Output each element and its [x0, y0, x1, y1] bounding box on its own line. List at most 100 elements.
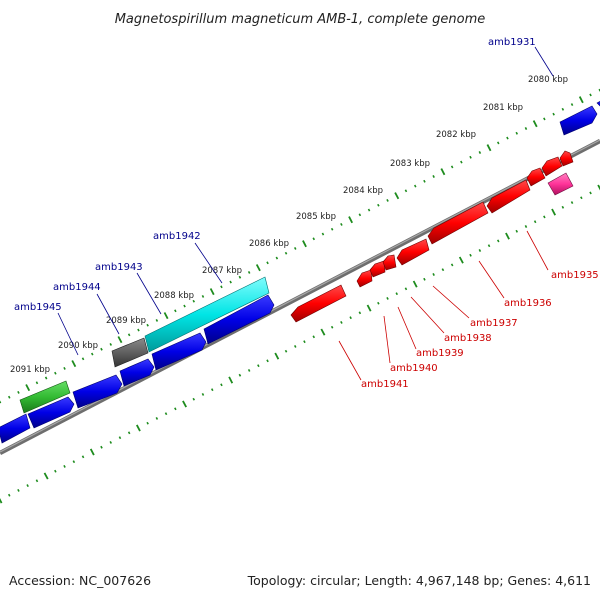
gene-red-1940[interactable] — [356, 269, 373, 288]
ruler-minor-tick — [460, 160, 463, 164]
ruler-minor-tick — [524, 127, 528, 130]
ruler-minor-tick — [515, 229, 519, 233]
ruler-minor-tick — [155, 417, 159, 420]
ruler-minor-tick — [340, 223, 343, 226]
ruler-major-tick — [486, 144, 492, 152]
ruler-minor-tick — [570, 201, 574, 204]
ruler-minor-tick — [44, 376, 48, 380]
ruler-minor-tick — [386, 199, 389, 202]
ruler-minor-tick — [423, 179, 426, 183]
gene-red-b[interactable] — [541, 156, 563, 177]
ruler-minor-tick — [81, 455, 85, 459]
gene-blue-8[interactable] — [596, 99, 600, 110]
kbp-label: 2087 kbp — [202, 266, 242, 276]
ruler-minor-tick — [312, 335, 316, 339]
inner-ruler — [0, 184, 600, 504]
ruler-minor-tick — [257, 364, 260, 368]
gene-blue-4[interactable] — [119, 358, 155, 387]
ruler-minor-tick — [293, 247, 297, 250]
backbone — [0, 139, 600, 455]
gene-blue-2[interactable] — [27, 396, 75, 429]
kbp-label: 2085 kbp — [296, 212, 336, 222]
outer-ruler — [0, 88, 600, 404]
ruler-minor-tick — [220, 285, 223, 289]
gene-red-1941[interactable] — [290, 284, 347, 323]
ruler-minor-tick — [247, 369, 251, 372]
ruler-minor-tick — [109, 441, 113, 444]
gene-label-amb1937[interactable]: amb1937 — [470, 318, 518, 329]
ruler-major-tick — [348, 216, 353, 224]
gene-label-amb1943[interactable]: amb1943 — [95, 262, 143, 273]
ruler-minor-tick — [478, 151, 482, 154]
accession-text: Accession: NC_007626 — [9, 573, 151, 588]
ruler-minor-tick — [358, 311, 362, 315]
ruler-minor-tick — [35, 479, 39, 483]
ruler-major-tick — [43, 472, 49, 480]
gene-cyan[interactable] — [144, 276, 270, 353]
gene-blue-3[interactable] — [72, 374, 123, 409]
gene-gray[interactable] — [111, 337, 149, 368]
gene-label-amb1945[interactable]: amb1945 — [14, 302, 62, 313]
ruler-minor-tick — [146, 323, 149, 327]
kbp-label: 2088 kbp — [154, 291, 194, 301]
ruler-major-tick — [394, 192, 400, 200]
gene-red-a[interactable] — [526, 167, 546, 187]
ruler-major-tick — [182, 400, 187, 408]
gene-label-amb1941[interactable]: amb1941 — [361, 379, 409, 390]
ruler-minor-tick — [118, 436, 122, 440]
gene-red-1938[interactable] — [382, 254, 397, 271]
ruler-minor-tick — [377, 203, 380, 207]
ruler-minor-tick — [100, 347, 103, 351]
ruler-minor-tick — [432, 273, 435, 276]
ruler-minor-tick — [238, 275, 242, 279]
gene-label-amb1940[interactable]: amb1940 — [390, 363, 438, 374]
ruler-major-tick — [71, 360, 77, 368]
reverse-genes — [290, 150, 574, 323]
ruler-minor-tick — [127, 431, 131, 435]
gene-pink[interactable] — [547, 172, 574, 196]
kbp-label: 2089 kbp — [106, 316, 146, 326]
gene-red-c[interactable] — [559, 150, 574, 167]
ruler-minor-tick — [0, 400, 2, 404]
ruler-minor-tick — [229, 280, 232, 284]
ruler-major-tick — [89, 448, 95, 456]
gene-label-amb1936[interactable]: amb1936 — [504, 298, 552, 309]
gene-blue-7[interactable] — [559, 105, 598, 136]
gene-label-amb1939[interactable]: amb1939 — [416, 348, 464, 359]
ruler-minor-tick — [340, 321, 343, 324]
ruler-major-tick — [0, 498, 3, 504]
gene-red-1937[interactable] — [396, 238, 430, 266]
gene-blue-6[interactable] — [203, 294, 275, 345]
ruler-minor-tick — [321, 232, 325, 236]
gene-red-1936[interactable] — [427, 201, 489, 245]
ruler-minor-tick — [312, 237, 316, 241]
gene-red-1935[interactable] — [486, 179, 531, 214]
gene-label-amb1942[interactable]: amb1942 — [153, 231, 201, 242]
ruler-major-tick — [440, 168, 446, 176]
ruler-minor-tick — [330, 227, 334, 231]
gene-green[interactable] — [19, 380, 71, 414]
ruler-minor-tick — [478, 249, 482, 252]
ruler-minor-tick — [35, 381, 39, 385]
ruler-minor-tick — [533, 220, 537, 224]
gene-label-amb1938[interactable]: amb1938 — [444, 333, 492, 344]
ruler-minor-tick — [580, 196, 583, 200]
gene-label-amb1931[interactable]: amb1931 — [488, 37, 536, 48]
gene-label-amb1935[interactable]: amb1935 — [551, 270, 599, 281]
ruler-minor-tick — [561, 205, 565, 209]
gene-blue-1[interactable] — [0, 413, 31, 444]
gene-label-amb1944[interactable]: amb1944 — [53, 282, 101, 293]
ruler-minor-tick — [303, 340, 306, 344]
ruler-minor-tick — [127, 333, 131, 337]
gene-blue-5[interactable] — [151, 332, 207, 371]
ruler-minor-tick — [174, 309, 177, 313]
gene-red-1939[interactable] — [369, 260, 386, 278]
ruler-minor-tick — [561, 107, 565, 111]
ruler-minor-tick — [238, 373, 242, 377]
ruler-minor-tick — [469, 155, 472, 159]
ruler-major-tick — [578, 96, 584, 104]
ruler-major-tick — [117, 336, 123, 344]
ruler-minor-tick — [487, 244, 491, 248]
ruler-minor-tick — [266, 261, 269, 265]
ruler-minor-tick — [496, 239, 500, 243]
